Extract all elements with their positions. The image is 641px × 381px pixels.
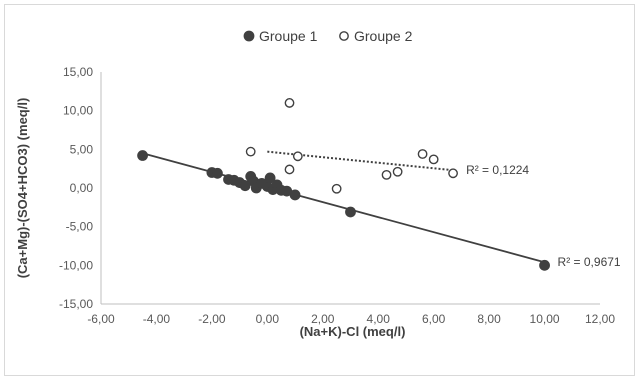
legend-marker-2 [339,31,349,41]
x-tick-label: 2,00 [311,312,335,326]
axes: -6,00 -4,00 -2,00 0,00 2,00 4,00 6,00 8,00 10,00… [15,65,615,339]
legend-marker-1 [243,30,255,42]
x-tick-label: 0,00 [256,312,280,326]
data-point-series-2 [245,146,256,157]
y-tick-label: -15,00 [59,297,93,311]
data-point-series-2 [331,183,342,194]
data-point-series-1 [539,259,550,271]
x-tick-label: 8,00 [477,312,501,326]
y-tick-label: -10,00 [59,258,93,272]
r2-label-1: R² = 0,9671 [558,255,621,269]
data-point-series-2 [417,149,428,159]
chart-svg: Groupe 1 Groupe 2 -6,00 -4,00 -2,00 0,00 2,00… [15,28,621,339]
data-point-series-2 [284,164,295,175]
data-point-series-1 [239,180,251,192]
data-point-series-1 [345,206,356,218]
r2-label-2: R² = 0,1224 [466,163,529,177]
chart-frame: Groupe 1 Groupe 2 -6,00 -4,00 -2,00 0,00 2,00… [4,4,635,376]
data-point-series-2 [428,154,439,165]
y-axis-title: (Ca+Mg)-(SO4+HCO3) (meq/l) [15,98,30,279]
x-tick-label: -2,00 [198,312,226,326]
data-point-series-1 [264,172,276,184]
data-point-series-1 [137,150,148,161]
y-tick-label: 15,00 [63,65,93,79]
x-axis-title: (Na+K)-Cl (meq/l) [300,324,406,339]
data-point-series-2 [292,151,303,162]
trendline-2 [267,150,454,172]
y-tick-label: -5,00 [66,220,94,234]
data-point-series-2 [392,166,403,177]
data-point-series-2 [381,169,392,180]
x-tick-label: 12,00 [585,312,615,326]
data-point-series-1 [289,189,301,201]
data-point-series-1 [212,167,223,179]
x-tick-label: 6,00 [422,312,446,326]
x-tick-label: 4,00 [367,312,391,326]
data-point-series-2 [448,168,458,179]
y-tick-label: 0,00 [70,181,94,195]
points [137,98,550,271]
data-point-series-2 [284,98,295,108]
legend-label-2: Groupe 2 [354,28,413,44]
legend-label-1: Groupe 1 [259,28,318,44]
annotations: R² = 0,9671 R² = 0,1224 [466,163,621,269]
legend: Groupe 1 Groupe 2 [243,28,413,44]
x-tick-label: -6,00 [87,312,115,326]
y-tick-label: 10,00 [63,104,93,118]
x-tick-label: -4,00 [143,312,171,326]
y-tick-label: 5,00 [70,142,94,156]
x-tick-label: 10,00 [530,312,560,326]
